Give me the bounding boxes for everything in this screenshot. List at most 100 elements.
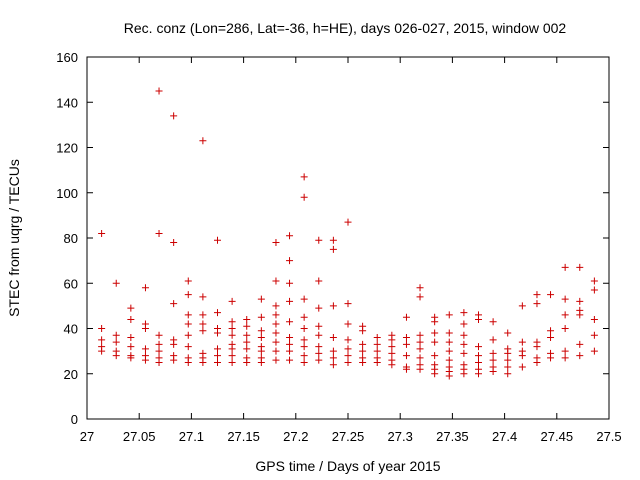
data-point: [590, 286, 598, 294]
data-point: [286, 232, 294, 240]
data-point: [127, 334, 135, 342]
data-point: [214, 345, 221, 353]
data-point: [445, 356, 453, 364]
data-point: [170, 300, 178, 308]
data-point: [402, 352, 410, 360]
x-tick-label: 27.5: [596, 429, 621, 444]
x-tick-label: 27.1: [179, 429, 204, 444]
data-point: [286, 356, 294, 364]
data-point: [359, 327, 367, 335]
data-point: [460, 349, 468, 357]
data-point: [243, 331, 251, 339]
data-point: [257, 313, 265, 321]
data-point: [373, 358, 381, 366]
data-point: [155, 87, 163, 95]
data-point: [98, 336, 106, 344]
data-point: [518, 302, 526, 310]
data-point: [402, 340, 410, 348]
data-point: [561, 295, 569, 303]
data-point: [329, 302, 337, 310]
data-point: [98, 229, 106, 237]
data-point: [228, 331, 236, 339]
data-point: [475, 343, 482, 351]
data-point: [590, 331, 598, 339]
data-point: [329, 236, 337, 244]
data-point: [475, 315, 482, 323]
data-point: [243, 315, 251, 323]
data-point: [533, 291, 541, 299]
data-point: [416, 284, 424, 292]
data-point: [184, 311, 192, 319]
data-point: [460, 320, 468, 328]
data-point: [445, 311, 453, 319]
data-point: [518, 363, 526, 371]
y-tick-label: 120: [56, 141, 78, 156]
data-point: [98, 347, 106, 355]
data-point: [272, 329, 280, 337]
data-point: [214, 309, 221, 317]
data-point: [402, 334, 410, 342]
data-point: [388, 361, 396, 369]
data-point: [214, 236, 221, 244]
data-point: [184, 277, 192, 285]
data-point: [489, 356, 497, 364]
data-point: [300, 336, 308, 344]
data-point: [141, 345, 149, 353]
data-point: [445, 338, 453, 346]
x-tick-label: 27.3: [388, 429, 413, 444]
data-point: [315, 277, 323, 285]
data-point: [329, 347, 337, 355]
data-point: [272, 320, 280, 328]
data-point: [286, 257, 294, 265]
data-point: [431, 329, 439, 337]
data-point: [460, 309, 468, 317]
data-point: [504, 356, 512, 364]
data-point: [590, 277, 598, 285]
data-point: [590, 315, 598, 323]
data-point: [243, 358, 251, 366]
data-point: [184, 343, 192, 351]
data-point: [315, 356, 323, 364]
data-point: [504, 363, 512, 371]
data-point: [344, 300, 352, 308]
data-point: [315, 322, 323, 330]
data-point: [504, 329, 512, 337]
data-point: [170, 239, 178, 247]
data-point: [155, 340, 163, 348]
data-point: [214, 329, 221, 337]
data-point: [199, 327, 207, 335]
data-point: [373, 334, 381, 342]
data-point: [300, 193, 308, 201]
data-point: [228, 345, 236, 353]
data-point: [431, 318, 439, 326]
data-point: [475, 370, 482, 378]
plot-frame: [86, 56, 610, 420]
data-point: [257, 347, 265, 355]
data-point: [533, 300, 541, 308]
data-point: [272, 356, 280, 364]
data-point: [359, 358, 367, 366]
data-point: [489, 336, 497, 344]
data-point: [199, 320, 207, 328]
data-point: [112, 352, 120, 360]
data-point: [359, 340, 367, 348]
data-point: [518, 352, 526, 360]
data-point: [127, 343, 135, 351]
data-point: [199, 358, 207, 366]
data-point: [127, 304, 135, 312]
data-point: [373, 347, 381, 355]
data-point: [272, 347, 280, 355]
data-point: [504, 370, 512, 378]
data-point: [272, 338, 280, 346]
data-point: [547, 354, 555, 362]
data-point: [315, 236, 323, 244]
data-point: [228, 325, 236, 332]
data-point: [127, 315, 135, 323]
data-point: [257, 327, 265, 335]
data-point: [315, 349, 323, 357]
data-point: [344, 320, 352, 328]
data-point: [445, 329, 453, 337]
data-point: [272, 239, 280, 247]
data-point: [561, 347, 569, 355]
data-point: [170, 112, 178, 120]
